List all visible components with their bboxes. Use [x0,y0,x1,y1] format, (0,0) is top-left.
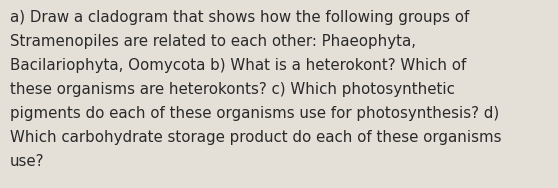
Text: Bacilariophyta, Oomycota b) What is a heterokont? Which of: Bacilariophyta, Oomycota b) What is a he… [10,58,466,73]
Text: Which carbohydrate storage product do each of these organisms: Which carbohydrate storage product do ea… [10,130,502,145]
Text: use?: use? [10,154,45,169]
Text: pigments do each of these organisms use for photosynthesis? d): pigments do each of these organisms use … [10,106,499,121]
Text: these organisms are heterokonts? c) Which photosynthetic: these organisms are heterokonts? c) Whic… [10,82,455,97]
Text: Stramenopiles are related to each other: Phaeophyta,: Stramenopiles are related to each other:… [10,34,416,49]
Text: a) Draw a cladogram that shows how the following groups of: a) Draw a cladogram that shows how the f… [10,10,469,25]
